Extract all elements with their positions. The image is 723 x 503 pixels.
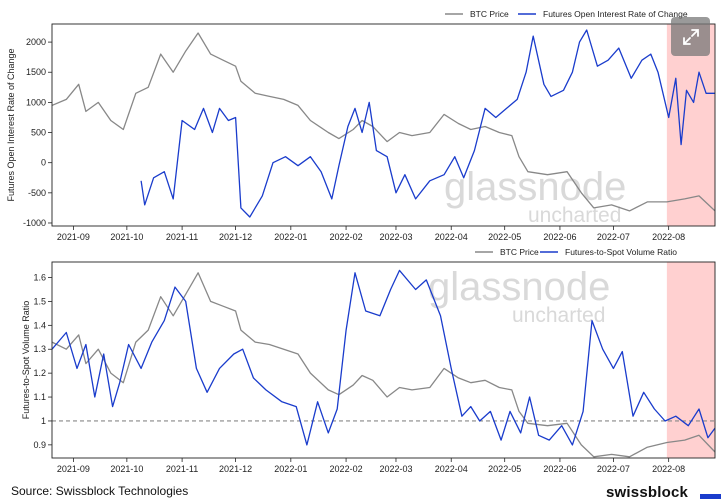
x-tick-label: 2021-10: [110, 464, 143, 474]
series-line-volume-ratio: [52, 269, 715, 446]
legend-label-secondary: Futures-to-Spot Volume Ratio: [565, 247, 677, 257]
watermark-glassnode: glassnode: [444, 165, 626, 209]
y-tick-label: 0: [41, 158, 46, 168]
series-line-btc-price: [52, 272, 715, 458]
x-tick-label: 2021-09: [57, 232, 90, 242]
y-tick-label: -1000: [23, 218, 46, 228]
y-tick-label: 1.3: [33, 344, 46, 354]
watermark-uncharted: uncharted: [528, 204, 621, 227]
expand-arrows-icon: [682, 28, 699, 45]
watermark-uncharted: uncharted: [512, 304, 605, 327]
x-tick-label: 2021-10: [110, 232, 143, 242]
y-tick-label: 1000: [26, 97, 46, 107]
x-tick-label: 2022-05: [488, 464, 521, 474]
x-tick-label: 2022-08: [652, 464, 685, 474]
x-tick-label: 2022-03: [379, 464, 412, 474]
x-tick-label: 2022-07: [597, 232, 630, 242]
y-tick-label: 1.1: [33, 392, 46, 402]
source-note: Source: Swissblock Technologies: [11, 484, 189, 498]
y-tick-label: 2000: [26, 37, 46, 47]
expand-button[interactable]: [671, 17, 710, 56]
y-tick-label: 1.4: [33, 320, 46, 330]
x-tick-label: 2022-01: [274, 464, 307, 474]
x-tick-label: 2022-04: [435, 232, 468, 242]
x-tick-label: 2022-03: [379, 232, 412, 242]
x-tick-label: 2022-07: [597, 464, 630, 474]
y-tick-label: 1: [41, 416, 46, 426]
x-tick-label: 2022-06: [543, 232, 576, 242]
brand-underline: [700, 494, 721, 499]
y-tick-label: 1.2: [33, 368, 46, 378]
y-axis-label: Futures Open Interest Rate of Change: [6, 48, 16, 201]
x-tick-label: 2021-09: [57, 464, 90, 474]
legend-label-secondary: Futures Open Interest Rate of Change: [543, 9, 688, 19]
x-tick-label: 2022-05: [488, 232, 521, 242]
y-axis-label: Futures-to-Spot Volume Ratio: [21, 301, 31, 420]
x-tick-label: 2021-12: [219, 232, 252, 242]
series-line-open-interest: [140, 29, 715, 218]
highlight-region: [666, 24, 715, 226]
x-tick-label: 2022-08: [652, 232, 685, 242]
brand-logo: swissblock: [606, 484, 689, 501]
watermark-glassnode: glassnode: [428, 265, 610, 309]
legend-label-btc-price: BTC Price: [470, 9, 509, 19]
plot-frame: [51, 261, 716, 459]
x-tick-label: 2022-02: [330, 232, 363, 242]
y-tick-label: 1500: [26, 67, 46, 77]
x-tick-label: 2022-01: [274, 232, 307, 242]
y-tick-label: 0.9: [33, 440, 46, 450]
y-tick-label: -500: [28, 188, 46, 198]
y-tick-label: 500: [31, 128, 46, 138]
y-tick-label: 1.6: [33, 273, 46, 283]
highlight-region: [666, 262, 715, 458]
x-tick-label: 2021-12: [219, 464, 252, 474]
legend-label-btc-price: BTC Price: [500, 247, 539, 257]
x-tick-label: 2022-02: [330, 464, 363, 474]
x-tick-label: 2021-11: [166, 232, 198, 242]
x-tick-label: 2021-11: [166, 464, 198, 474]
x-tick-label: 2022-06: [543, 464, 576, 474]
series-line-btc-price: [52, 32, 715, 212]
x-tick-label: 2022-04: [435, 464, 468, 474]
y-tick-label: 1.5: [33, 296, 46, 306]
plot-frame: [51, 23, 716, 227]
